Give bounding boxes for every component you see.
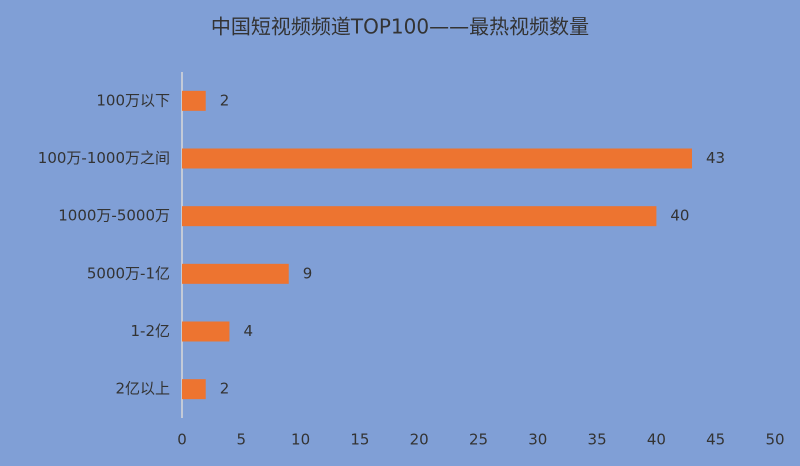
x-tick-label: 35 <box>588 431 607 449</box>
x-tick-label: 40 <box>647 431 666 449</box>
data-label: 2 <box>220 91 230 109</box>
data-label: 2 <box>220 380 230 398</box>
x-tick-label: 15 <box>350 431 369 449</box>
y-tick-label: 100万-1000万之间 <box>38 149 170 167</box>
bar <box>182 263 289 284</box>
data-label: 40 <box>670 207 689 225</box>
x-tick-label: 50 <box>765 431 784 449</box>
data-label: 4 <box>243 322 253 340</box>
bar <box>182 148 692 169</box>
x-tick-label: 10 <box>291 431 310 449</box>
y-tick-label: 5000万-1亿 <box>87 264 170 282</box>
x-tick-label: 30 <box>528 431 547 449</box>
data-label: 9 <box>303 264 313 282</box>
x-tick-label: 5 <box>237 431 247 449</box>
x-tick-label: 45 <box>706 431 725 449</box>
data-label: 43 <box>706 149 725 167</box>
x-tick-label: 20 <box>410 431 429 449</box>
y-tick-label: 100万以下 <box>96 91 170 109</box>
y-tick-label: 1000万-5000万 <box>58 207 170 225</box>
bar <box>182 90 206 111</box>
bar <box>182 379 206 400</box>
y-tick-label: 2亿以上 <box>115 380 170 398</box>
chart-title: 中国短视频频道TOP100——最热视频数量 <box>211 15 589 39</box>
x-tick-label: 0 <box>177 431 187 449</box>
x-tick-label: 25 <box>469 431 488 449</box>
y-tick-label: 1-2亿 <box>131 322 171 340</box>
bar <box>182 321 230 342</box>
bar <box>182 206 657 227</box>
